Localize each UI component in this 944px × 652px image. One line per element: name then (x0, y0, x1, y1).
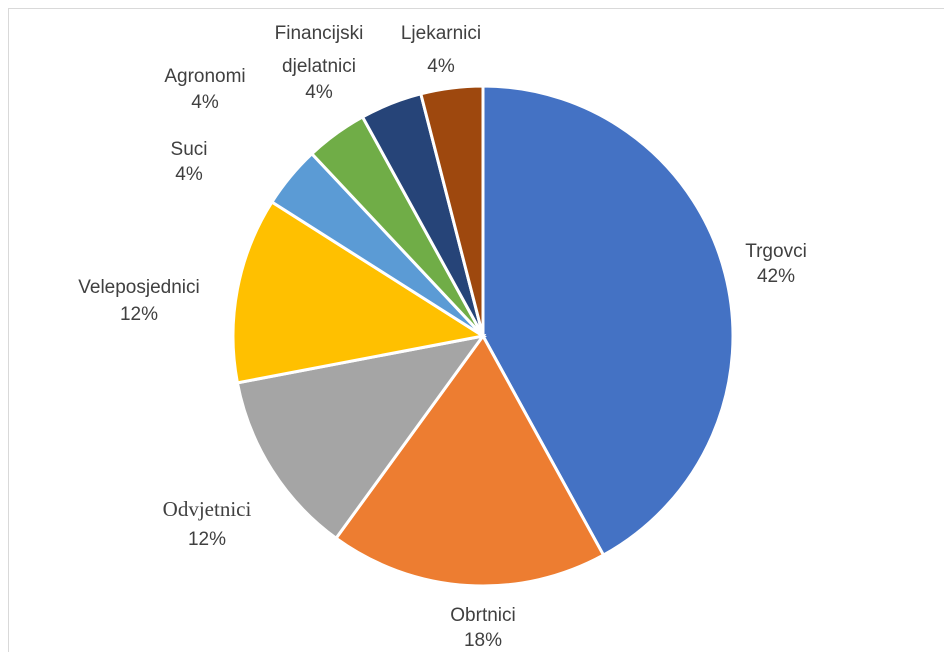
label-obrtnici-name: Obrtnici (450, 605, 515, 626)
label-agronomi-name: Agronomi (164, 66, 245, 87)
label-veleposjednici: Veleposjednici 12% (78, 277, 199, 325)
label-trgovci-value: 42% (757, 266, 795, 287)
label-financijski-name-line1: Financijski (275, 23, 364, 44)
label-suci-name: Suci (171, 139, 208, 160)
label-veleposjednici-name: Veleposjednici (78, 277, 199, 298)
label-obrtnici: Obrtnici 18% (450, 605, 515, 651)
label-financijski: Financijski djelatnici 4% (275, 23, 364, 103)
label-veleposjednici-value: 12% (120, 304, 158, 325)
label-ljekarnici: Ljekarnici 4% (401, 23, 481, 77)
pie-slice-trgovci (481, 84, 735, 558)
pie-slices (231, 84, 735, 588)
label-odvjetnici: Odvjetnici 12% (163, 497, 252, 550)
label-agronomi: Agronomi 4% (164, 66, 245, 113)
data-labels: Trgovci 42% Obrtnici 18% Odvjetnici 12% … (78, 23, 807, 651)
label-obrtnici-value: 18% (464, 630, 502, 651)
label-odvjetnici-name: Odvjetnici (163, 497, 252, 521)
label-agronomi-value: 4% (191, 92, 219, 113)
label-trgovci: Trgovci 42% (745, 241, 807, 287)
pie-slice-ljekarnici (419, 84, 485, 337)
label-trgovci-name: Trgovci (745, 241, 807, 262)
pie-slice-veleposjednici (231, 199, 488, 385)
label-suci: Suci 4% (171, 139, 208, 185)
label-financijski-value: 4% (305, 82, 333, 103)
label-financijski-name-line2: djelatnici (282, 56, 356, 77)
label-ljekarnici-value: 4% (427, 56, 455, 77)
label-odvjetnici-value: 12% (188, 529, 226, 550)
label-suci-value: 4% (175, 164, 203, 185)
label-ljekarnici-name: Ljekarnici (401, 23, 481, 44)
pie-slice-obrtnici (333, 333, 606, 588)
pie-slice-odvjetnici (235, 333, 487, 541)
